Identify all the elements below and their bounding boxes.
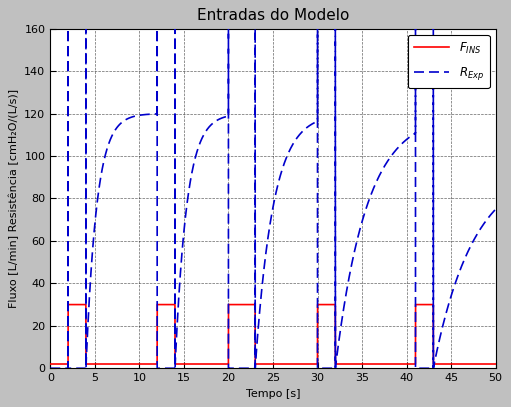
Y-axis label: Fluxo [L/min] Resistência [cmH₂O/(L/s)]: Fluxo [L/min] Resistência [cmH₂O/(L/s)] xyxy=(8,89,19,308)
X-axis label: Tempo [s]: Tempo [s] xyxy=(246,389,300,399)
Title: Entradas do Modelo: Entradas do Modelo xyxy=(197,8,349,23)
Legend: $F_{INS}$, $R_{Exp}$: $F_{INS}$, $R_{Exp}$ xyxy=(408,35,490,88)
